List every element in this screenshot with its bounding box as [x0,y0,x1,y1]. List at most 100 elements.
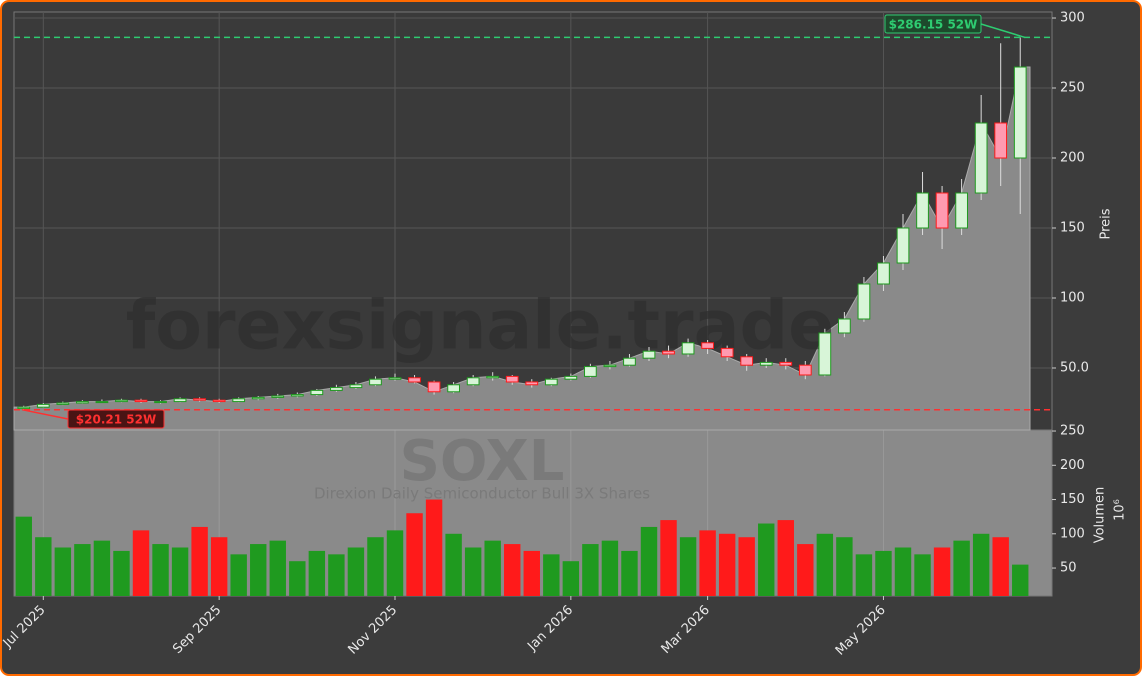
volume-tick-label: 100 [1060,526,1085,541]
volume-bar [914,554,931,596]
volume-tick-label: 50 [1060,561,1077,576]
candle-body [76,401,89,404]
candle-body [896,227,910,264]
volume-bar [308,550,326,596]
volume-tick-label: 200 [1060,458,1085,473]
volume-bar [464,547,482,596]
volume-bar [582,544,599,596]
volume-bar [758,523,775,596]
candle-body [681,342,695,355]
volume-bar [406,513,423,596]
volume-bar [640,526,658,596]
volume-bar [171,547,189,596]
candle-body [564,375,578,380]
candle-body [486,375,500,379]
candle-body [349,384,363,389]
volume-bar [601,540,619,596]
candle-body [95,401,109,404]
volume-bar [894,547,912,596]
candle-body [623,357,636,366]
volume-bar [445,533,462,596]
annotation-box [884,14,982,34]
volume-bar [289,561,306,596]
volume-bar [113,550,130,596]
y-tick-label: 200 [1060,151,1085,166]
candle-body [36,403,50,408]
candle-body [818,332,832,376]
volume-bar [504,544,521,596]
volume-bar [74,544,91,596]
candle-body [701,342,714,349]
candle-body [759,361,773,366]
candle-body [56,402,70,405]
watermark-title: SOXL [400,429,565,494]
candle-body [212,399,226,403]
candle-body [603,364,617,368]
volume-tick-label: 250 [1060,424,1085,439]
volume-bar [660,520,677,596]
candle-body [173,398,187,403]
volume-bar [1012,564,1029,596]
candle-body [798,364,812,376]
candle-body [271,395,285,398]
volume-bar [953,540,970,596]
candle-body [584,366,597,377]
volume-bar [230,554,247,596]
volume-bar [425,499,443,596]
candle-body [251,396,265,400]
volume-bar [152,544,169,596]
annotation-arrow [980,23,1026,39]
volume-bar [679,537,697,596]
candle-body [838,318,851,334]
candle-body [193,398,206,401]
watermark-subtitle: Direxion Daily Semiconductor Bull 3X Sha… [314,485,650,503]
y-tick-label: 150 [1060,220,1085,235]
candle-body [740,356,754,366]
candle-body [916,192,929,229]
y-axis-label: Preis [1099,208,1114,239]
volume-bar [718,533,736,596]
y-tick-label: 100 [1060,290,1085,305]
candle-body [544,378,558,386]
volume-bar [93,540,111,596]
volume-bar [543,554,560,596]
candle-body [525,381,539,386]
candle-body [994,122,1008,159]
candle-body [388,377,402,380]
candle-body [720,347,734,358]
candle-body [154,401,167,404]
volume-bar [855,554,873,596]
candle-body [974,122,988,194]
candle-body [290,394,304,397]
volume-bar [132,530,150,596]
volume-bar [836,537,853,596]
candle-body [408,377,421,383]
volume-bar [269,540,286,596]
watermark: forexsignale.trade [126,287,835,366]
volume-unit: 10⁶ [1113,499,1128,521]
candle-body [1013,66,1027,159]
annotation-box [67,409,165,429]
volume-bar [191,526,208,596]
volume-bar [621,550,638,596]
volume-bar [738,537,755,596]
annotation-label: $20.21 52W [76,413,156,427]
volume-bar [328,554,345,596]
volume-bar [367,537,384,596]
volume-axis-label: Volumen [1093,487,1108,544]
volume-bar [777,520,794,596]
volume-bar [250,544,267,596]
candle-body [310,389,324,396]
annotation-arrow [21,408,69,420]
volume-bar [484,540,501,596]
volume-bar [523,550,540,596]
candle-body [447,384,460,393]
volume-bar [875,550,892,596]
volume-bar [347,547,365,596]
volume-bar [816,533,834,596]
candle-body [369,378,382,386]
volume-tick-label: 150 [1060,492,1085,507]
candle-body [955,192,968,229]
candle-body [232,398,246,403]
